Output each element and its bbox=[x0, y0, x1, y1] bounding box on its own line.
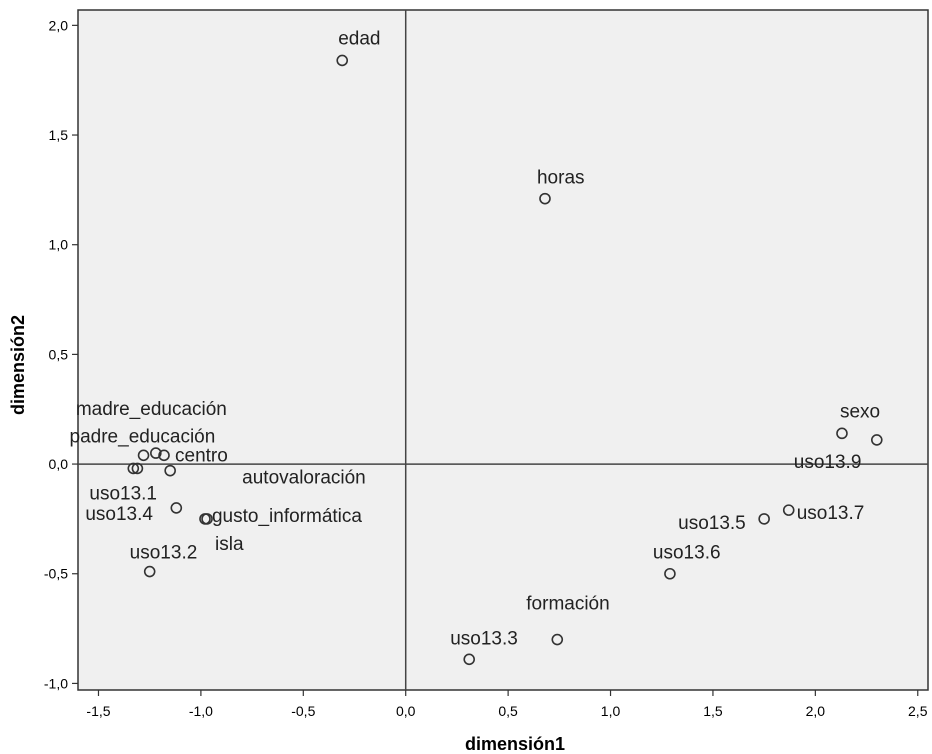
data-point bbox=[782, 504, 795, 516]
data-point bbox=[758, 513, 770, 525]
point-label: padre_educación bbox=[70, 426, 216, 447]
data-point bbox=[170, 502, 183, 514]
x-tick-label: -1,0 bbox=[189, 703, 213, 719]
y-tick-label: 0,5 bbox=[49, 346, 69, 362]
data-point bbox=[539, 192, 551, 205]
point-label: uso13.5 bbox=[678, 513, 746, 534]
x-tick-label: 0,5 bbox=[498, 703, 518, 719]
x-tick-label: 0,0 bbox=[396, 703, 416, 719]
data-point bbox=[551, 633, 564, 646]
point-label: madre_educación bbox=[76, 399, 227, 420]
point-label: edad bbox=[338, 28, 380, 49]
point-label: isla bbox=[215, 534, 244, 555]
data-point bbox=[150, 447, 162, 459]
point-label: uso13.7 bbox=[797, 503, 865, 524]
data-point bbox=[131, 462, 144, 475]
plot-area: -1,5 -1,0 -0,5 0,0 0,5 1,0 1,5 2,0 2,5 -1,0 -0,5 0,… bbox=[44, 9, 929, 719]
point-label: autovaloración bbox=[242, 468, 366, 489]
data-point bbox=[164, 464, 176, 477]
y-tick-label: -1,0 bbox=[44, 675, 68, 691]
point-label: centro bbox=[175, 445, 228, 466]
data-point bbox=[201, 513, 213, 525]
point-label: uso13.9 bbox=[794, 452, 862, 473]
y-tick-label: -0,5 bbox=[44, 566, 68, 582]
x-tick-label: 1,0 bbox=[601, 703, 621, 719]
y-tick-label: 1,5 bbox=[49, 127, 69, 143]
data-point bbox=[143, 565, 156, 578]
data-point bbox=[836, 427, 848, 440]
point-label: uso13.2 bbox=[130, 543, 198, 564]
point-label: uso13.4 bbox=[85, 504, 153, 525]
data-point bbox=[463, 653, 476, 666]
x-axis-title: dimensión1 bbox=[465, 734, 565, 754]
point-label: formación bbox=[526, 594, 609, 615]
point-label: uso13.1 bbox=[89, 483, 157, 504]
x-tick-label: -1,5 bbox=[86, 703, 110, 719]
point-label: sexo bbox=[840, 401, 880, 422]
point-label: uso13.3 bbox=[450, 628, 518, 649]
y-axis-title: dimensión2 bbox=[8, 315, 28, 415]
data-point bbox=[137, 449, 150, 462]
point-label: horas bbox=[537, 168, 585, 189]
data-point bbox=[870, 434, 883, 446]
y-tick-label: 1,0 bbox=[49, 237, 69, 253]
data-point bbox=[336, 54, 349, 67]
x-tick-label: 2,5 bbox=[908, 703, 928, 719]
data-point bbox=[158, 449, 170, 462]
plot-background bbox=[77, 9, 929, 691]
x-tick-label: 2,0 bbox=[806, 703, 826, 719]
x-tick-label: 1,5 bbox=[703, 703, 723, 719]
data-point bbox=[664, 567, 676, 580]
y-tick-label: 0,0 bbox=[49, 456, 69, 472]
y-tick-label: 2,0 bbox=[49, 17, 69, 33]
point-label: uso13.6 bbox=[653, 543, 721, 564]
point-label: gusto_informática bbox=[212, 506, 362, 527]
x-tick-label: -0,5 bbox=[291, 703, 315, 719]
data-point bbox=[127, 462, 140, 475]
